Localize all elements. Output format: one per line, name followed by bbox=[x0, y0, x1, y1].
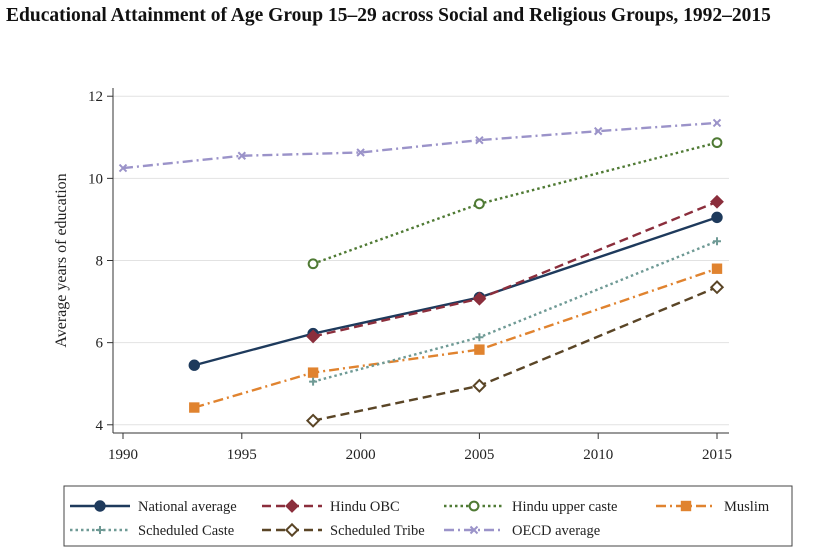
legend-item-muslim: Muslim bbox=[656, 499, 770, 515]
legend-swatch-marker bbox=[469, 525, 479, 535]
legend-item-scheduled-tribe: Scheduled Tribe bbox=[262, 522, 425, 539]
legend-label: Scheduled Caste bbox=[138, 523, 234, 539]
x-tick-label: 2005 bbox=[464, 447, 494, 463]
series-scheduled-caste bbox=[309, 237, 721, 386]
data-point-national-average bbox=[188, 359, 200, 371]
data-point-muslim bbox=[307, 367, 319, 378]
series-hindu-obc bbox=[306, 194, 724, 344]
legend-swatch-marker bbox=[94, 500, 106, 512]
data-point-oecd-average bbox=[237, 151, 247, 160]
x-tick-label: 1995 bbox=[227, 447, 257, 463]
axes bbox=[107, 88, 729, 439]
series-line-oecd-average bbox=[122, 121, 718, 170]
legend-box bbox=[63, 485, 793, 547]
data-point-hindu-obc bbox=[306, 329, 320, 344]
series-national-average bbox=[188, 211, 723, 371]
legend-label: Hindu OBC bbox=[330, 499, 400, 515]
data-point-hindu-obc bbox=[710, 194, 724, 209]
legend-item-oecd-average: OECD average bbox=[444, 523, 600, 539]
data-point-scheduled-tribe bbox=[305, 413, 321, 428]
series-line-national-average bbox=[193, 216, 718, 367]
legend-label: Scheduled Tribe bbox=[330, 523, 425, 539]
y-tick-label: 4 bbox=[96, 418, 104, 434]
data-point-hindu-upper-caste bbox=[307, 258, 319, 270]
legend-item-scheduled-caste: Scheduled Caste bbox=[70, 523, 234, 539]
series-line-muslim bbox=[193, 267, 718, 409]
legend-item-hindu-upper-caste: Hindu upper caste bbox=[444, 499, 618, 515]
data-point-muslim bbox=[711, 263, 723, 274]
y-tick-label: 10 bbox=[88, 171, 103, 187]
y-tick-label: 8 bbox=[96, 254, 104, 270]
legend-swatch-marker bbox=[680, 500, 692, 512]
series-muslim bbox=[189, 263, 723, 413]
data-point-scheduled-tribe bbox=[709, 280, 725, 295]
chart-title: Educational Attainment of Age Group 15–2… bbox=[6, 5, 771, 26]
legend-swatch-marker bbox=[468, 500, 480, 512]
legend: National average Hindu OBC Hindu upper cas… bbox=[63, 485, 793, 547]
data-point-scheduled-caste bbox=[309, 377, 318, 386]
data-point-scheduled-tribe bbox=[472, 378, 487, 393]
data-point-national-average bbox=[711, 211, 723, 224]
gridlines bbox=[113, 95, 729, 426]
x-tick-label: 2000 bbox=[346, 447, 376, 463]
data-point-scheduled-caste bbox=[713, 237, 721, 246]
data-point-oecd-average bbox=[712, 118, 722, 128]
data-point-oecd-average bbox=[593, 126, 603, 136]
data-point-muslim bbox=[189, 402, 200, 413]
data-point-hindu-obc bbox=[472, 291, 487, 306]
x-tick-label: 2015 bbox=[702, 447, 732, 463]
data-point-scheduled-caste bbox=[475, 333, 484, 342]
series-line-scheduled-caste bbox=[312, 240, 718, 383]
series-line-hindu-obc bbox=[312, 200, 718, 338]
legend-swatch-marker bbox=[284, 522, 300, 538]
series-line-hindu-upper-caste bbox=[312, 141, 718, 265]
data-point-oecd-average bbox=[118, 163, 128, 173]
series-scheduled-tribe bbox=[305, 280, 725, 428]
legend-item-national-average: National average bbox=[70, 499, 237, 515]
y-tick-label: 6 bbox=[96, 336, 104, 352]
legend-swatch-marker bbox=[285, 499, 299, 513]
data-point-oecd-average bbox=[356, 148, 365, 157]
data-point-hindu-upper-caste bbox=[711, 137, 723, 149]
x-tick-label: 1990 bbox=[108, 447, 138, 463]
series-hindu-upper-caste bbox=[307, 137, 723, 270]
tick-labels: 4 6 8 10 12 1990 1995 2000 2005 2010 2015 bbox=[88, 89, 732, 463]
data-point-muslim bbox=[474, 344, 485, 355]
y-tick-label: 12 bbox=[88, 89, 103, 105]
data-point-oecd-average bbox=[475, 135, 484, 145]
series-oecd-average bbox=[118, 118, 722, 173]
y-axis-label: Average years of education bbox=[53, 173, 70, 347]
series-lines bbox=[118, 118, 725, 428]
legend-label: OECD average bbox=[512, 523, 600, 539]
series-line-scheduled-tribe bbox=[312, 286, 718, 422]
legend-label: Hindu upper caste bbox=[512, 499, 618, 515]
x-tick-label: 2010 bbox=[583, 447, 613, 463]
legend-label: Muslim bbox=[724, 499, 770, 515]
legend-label: National average bbox=[138, 499, 237, 515]
legend-swatch-marker bbox=[96, 526, 104, 534]
data-point-hindu-upper-caste bbox=[474, 198, 485, 210]
legend-item-hindu-obc: Hindu OBC bbox=[262, 499, 400, 515]
